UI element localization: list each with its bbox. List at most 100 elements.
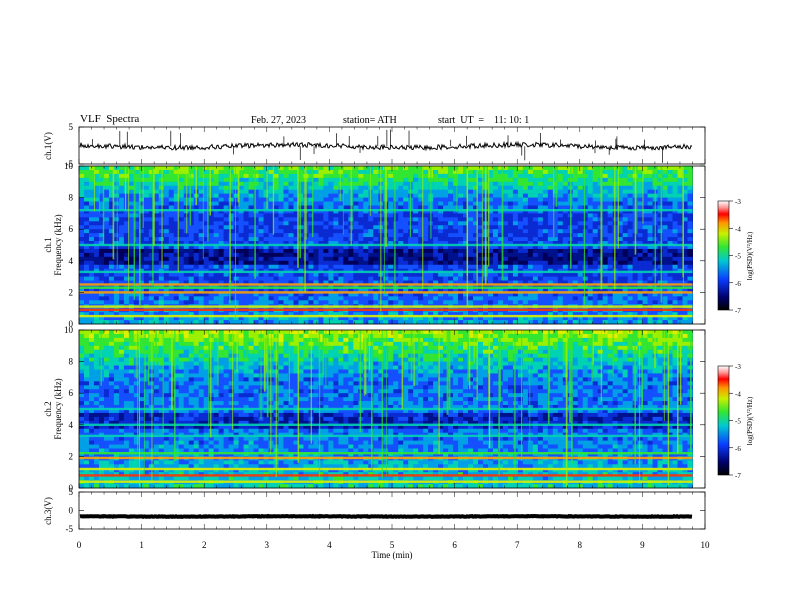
- spectrogram-cell: [293, 276, 299, 281]
- spectrogram-cell: [637, 221, 643, 226]
- spectrogram-cell: [463, 233, 469, 238]
- spectrogram-cell: [193, 233, 200, 238]
- spectrogram-cell: [662, 225, 668, 230]
- spectrogram-cell: [463, 193, 469, 198]
- spectrogram-cell: [413, 197, 419, 202]
- spectrogram-cell: [473, 280, 479, 285]
- spectrogram-cell: [662, 197, 668, 202]
- spectrogram-cell: [198, 221, 204, 226]
- spectrogram-cell: [328, 217, 334, 222]
- spectrogram-cell: [577, 320, 584, 325]
- spectrogram-cell: [562, 185, 569, 190]
- spectrogram-cell: [268, 225, 274, 230]
- spectrogram-cell: [597, 272, 603, 277]
- spectrogram-cell: [243, 169, 249, 175]
- sferic-streak: [152, 166, 154, 286]
- spectrogram-cell: [138, 185, 145, 190]
- spectrogram-cell: [597, 252, 603, 258]
- spectrogram-cell: [438, 166, 444, 171]
- spectrogram-cell: [403, 166, 409, 171]
- spectrogram-cell: [582, 276, 589, 281]
- spectrogram-cell: [687, 166, 693, 171]
- spectrogram-cell: [168, 288, 175, 293]
- spectrogram-cell: [93, 320, 100, 325]
- spectrogram-cell: [353, 221, 359, 226]
- spectrogram-cell: [353, 173, 359, 179]
- spectrogram-cell: [123, 280, 130, 285]
- spectrogram-cell: [168, 300, 175, 305]
- spectrogram-cell: [468, 177, 474, 183]
- spectrogram-cell: [293, 166, 299, 171]
- spectrogram-cell: [582, 201, 589, 206]
- spectrogram-cell: [403, 264, 409, 269]
- spectrogram-cell: [592, 197, 599, 202]
- spectrogram-cell: [552, 205, 559, 210]
- spectrogram-cell: [118, 288, 125, 293]
- sferic-streak: [94, 166, 95, 212]
- spectrogram-cell: [458, 248, 464, 254]
- spectrogram-cell: [617, 225, 623, 230]
- spectrogram-cell: [203, 296, 209, 301]
- spectrogram-cell: [83, 256, 90, 262]
- sferic-streak: [235, 166, 236, 318]
- spectrogram-cell: [647, 209, 653, 214]
- spectrogram-cell: [642, 185, 648, 190]
- spectrogram-cell: [527, 296, 534, 301]
- spectrogram-cell: [478, 252, 484, 258]
- spectrogram-cell: [687, 292, 693, 297]
- spectrogram-cell: [468, 193, 474, 198]
- spectrogram-cell: [303, 280, 309, 285]
- spectrogram-cell: [512, 166, 519, 171]
- spectrogram-cell: [343, 248, 349, 254]
- spectrogram-cell: [597, 217, 603, 222]
- spectrogram-cell: [443, 181, 449, 187]
- spectrogram-cell: [512, 189, 519, 194]
- spectrogram-cell: [158, 205, 165, 210]
- spectrogram-cell: [448, 166, 454, 171]
- spectrogram-cell: [308, 185, 314, 190]
- spectrogram-cell: [368, 189, 374, 194]
- spectrogram-cell: [657, 248, 663, 254]
- spectrogram-cell: [492, 209, 499, 214]
- spectrogram-cell: [218, 276, 224, 281]
- spectrogram-cell: [79, 264, 85, 269]
- spectrogram-cell: [418, 252, 424, 258]
- spectrogram-cell: [547, 316, 554, 321]
- spectrogram-cell: [542, 264, 549, 269]
- spectrogram-cell: [468, 256, 474, 262]
- spectrogram-cell: [308, 237, 314, 242]
- spectrogram-cell: [622, 320, 628, 325]
- spectrogram-cell: [238, 272, 244, 277]
- spectrogram-cell: [572, 264, 579, 269]
- spectrogram-cell: [258, 221, 264, 226]
- spectrogram-cell: [453, 209, 459, 214]
- spectrogram-cell: [303, 252, 309, 258]
- spectrogram-cell: [602, 193, 608, 198]
- spectrogram-cell: [263, 320, 269, 325]
- spectrogram-cell: [507, 260, 514, 266]
- spectrogram-cell: [388, 189, 394, 194]
- spectrogram-cell: [79, 229, 85, 234]
- spectrogram-cell: [602, 264, 608, 269]
- spectrogram-cell: [363, 166, 369, 171]
- spectrogram-cell: [258, 166, 264, 171]
- spectrogram-cell: [308, 316, 314, 321]
- spectrogram-cell: [627, 213, 633, 218]
- spectrogram-cell: [173, 201, 180, 206]
- spectrogram-cell: [512, 197, 519, 202]
- spectrogram-cell: [163, 272, 170, 277]
- spectrogram-cell: [463, 312, 469, 317]
- spectrogram-cell: [522, 248, 529, 254]
- spectrogram-cell: [622, 280, 628, 285]
- spectrogram-cell: [153, 225, 160, 230]
- spectrogram-cell: [657, 197, 663, 202]
- spectrogram-cell: [492, 252, 499, 258]
- spectrogram-cell: [203, 229, 209, 234]
- spectrogram-cell: [103, 245, 110, 250]
- spectrogram-cell: [283, 312, 289, 317]
- spectrogram-cell: [153, 280, 160, 285]
- spectrogram-cell: [228, 169, 234, 175]
- spectrogram-cell: [188, 233, 195, 238]
- spectrogram-cell: [642, 288, 648, 293]
- spectrogram-cell: [532, 256, 539, 262]
